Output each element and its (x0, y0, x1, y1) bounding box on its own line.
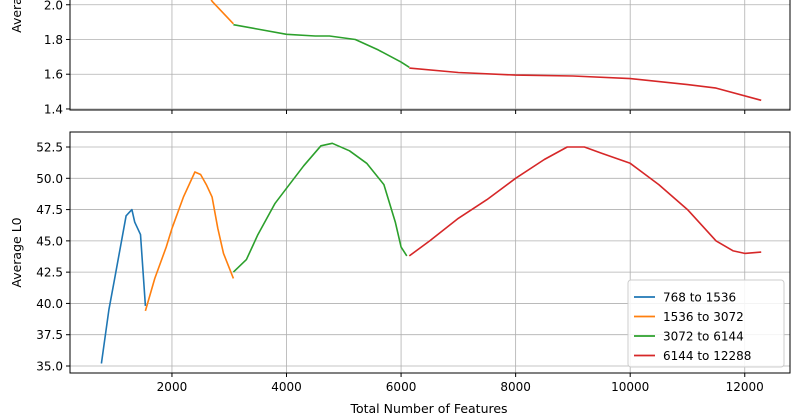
y-axis-label: Average L0 (9, 217, 24, 287)
x-tick-label: 10000 (611, 380, 649, 394)
axes-frame (69, 0, 791, 111)
legend-label: 3072 to 6144 (663, 330, 744, 344)
x-tick-label: 8000 (500, 380, 531, 394)
axes-frame (69, 131, 791, 374)
legend-label: 768 to 1536 (663, 291, 736, 305)
y-tick-label: 2.0 (44, 0, 63, 12)
x-tick-label: 4000 (271, 380, 302, 394)
y-axis-label: Avera (9, 0, 24, 33)
y-tick-label: 35.0 (36, 359, 63, 373)
series-line (233, 23, 410, 68)
series-line (232, 142, 408, 273)
y-tick-label: 37.5 (36, 328, 63, 342)
x-tick-label: 2000 (157, 380, 188, 394)
legend-frame (627, 279, 785, 368)
subplot-1: 1.4 1.6 1.8 2.0 Avera (9, 0, 791, 116)
y-tick-label: 40.0 (36, 297, 63, 311)
y-tick-label: 52.5 (36, 141, 63, 155)
y-tick-label: 1.8 (44, 33, 63, 47)
subplot-2: 2000 4000 6000 8000 10000 12000 35.0 37.5 40.0 42… (9, 131, 791, 416)
y-tick-label: 45.0 (36, 234, 63, 248)
series-line (144, 171, 235, 312)
y-tick-label: 50.0 (36, 172, 63, 186)
series-line (100, 208, 147, 364)
x-tick-label: 6000 (386, 380, 417, 394)
y-tick-label: 47.5 (36, 203, 63, 217)
x-tick-label: 12000 (726, 380, 764, 394)
y-tick-label: 1.4 (44, 102, 63, 116)
x-axis-label: Total Number of Features (349, 401, 507, 416)
legend-label: 1536 to 3072 (663, 310, 744, 324)
series-line (408, 146, 762, 257)
legend-label: 6144 to 12288 (663, 349, 751, 363)
y-tick-label: 42.5 (36, 266, 63, 280)
series-line (210, 0, 234, 25)
series-line (409, 67, 762, 102)
legend: 768 to 1536 1536 to 3072 3072 to 6144 6144 … (627, 279, 785, 368)
y-tick-label: 1.6 (44, 68, 63, 82)
